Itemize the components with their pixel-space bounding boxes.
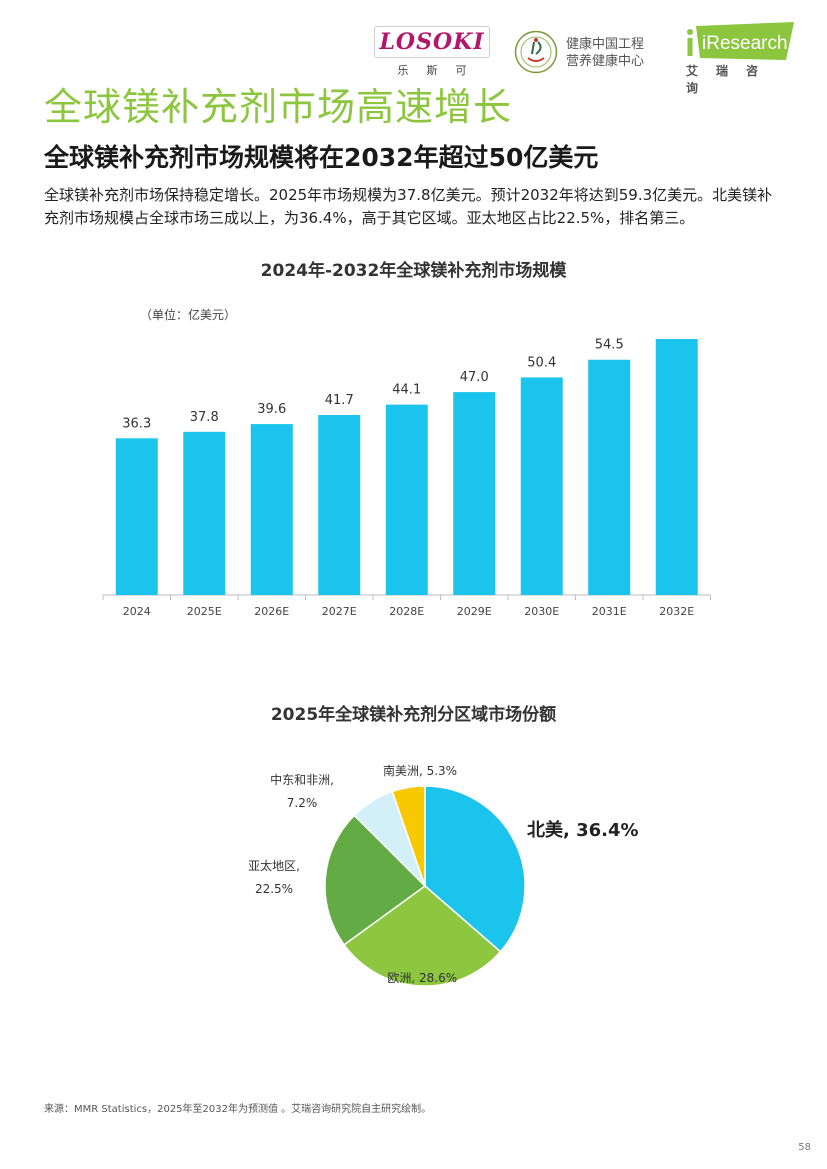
bar-value-label: 59.3 <box>662 330 691 332</box>
x-tick-label: 2032E <box>659 605 694 618</box>
pie-slice-south-america <box>391 785 426 887</box>
bar-2028E <box>385 404 428 595</box>
iresearch-logo: iResearch <box>687 22 794 60</box>
header-logos: LOSOKI 乐斯可 健康中国工程 营养健康中心 iResearch 艾瑞咨询 <box>370 22 810 95</box>
pie-slice-label: 22.5% <box>255 882 293 896</box>
bar-2024 <box>115 438 158 595</box>
pie-slice-label: 7.2% <box>287 796 318 810</box>
bar-value-label: 50.4 <box>527 355 556 370</box>
bar-value-label: 44.1 <box>392 383 421 398</box>
bar-2030E <box>520 377 563 595</box>
nutrition-center-name: 健康中国工程 营养健康中心 <box>566 36 644 70</box>
bar-chart-unit-label: （单位：亿美元） <box>140 308 237 322</box>
iresearch-logo-text: iResearch <box>702 33 788 54</box>
pie-slice-label: 中东和非洲, <box>270 772 334 787</box>
x-tick-label: 2030E <box>524 605 559 618</box>
page-title: 全球镁补充剂市场高速增长 <box>44 85 513 129</box>
bar-value-label: 41.7 <box>325 393 354 408</box>
bar-2026E <box>250 424 293 595</box>
losoki-chinese-name: 乐斯可 <box>397 64 485 77</box>
source-note: 来源：MMR Statistics，2025年至2032年为预测值 。艾瑞咨询研… <box>44 1104 432 1115</box>
pie-slice-asia-pacific <box>324 814 427 946</box>
pie-slice-label: 南美洲, 5.3% <box>383 763 457 778</box>
market-size-bar-chart: 36.3 2024 37.8 2025E 39.6 2026E 41.7 2027E 44.1 2… <box>102 330 711 618</box>
bar-value-label: 36.3 <box>122 416 151 431</box>
bar-2032E <box>655 339 698 595</box>
losoki-logo: LOSOKI <box>374 26 490 58</box>
iresearch-chinese-name: 艾瑞咨询 <box>686 64 777 95</box>
x-tick-label: 2029E <box>457 605 492 618</box>
bar-2029E <box>453 392 496 595</box>
pie-slice-europe <box>343 885 502 987</box>
x-tick-label: 2026E <box>254 605 289 618</box>
x-tick-label: 2024 <box>123 605 151 618</box>
bar-2031E <box>588 359 631 595</box>
page-subtitle: 全球镁补充剂市场规模将在2032年超过50亿美元 <box>44 143 599 172</box>
x-tick-label: 2028E <box>389 605 424 618</box>
bar-value-label: 47.0 <box>460 370 489 385</box>
regional-share-pie-chart: 北美, 36.4% 欧洲, 28.6% 亚太地区, 22.5% 中东和非洲, 7.2% 南美… <box>248 763 639 987</box>
pie-slice-label: 欧洲, 28.6% <box>387 971 457 985</box>
pie-slice-label: 亚太地区, <box>248 858 300 873</box>
pie-slice-north-america <box>424 785 526 953</box>
bar-2027E <box>318 414 361 595</box>
bar-value-label: 54.5 <box>595 338 624 353</box>
x-tick-label: 2027E <box>322 605 357 618</box>
pie-slice-label: 北美, 36.4% <box>527 819 639 841</box>
page-number: 58 <box>798 1142 811 1153</box>
x-tick-label: 2031E <box>592 605 627 618</box>
bar-2025E <box>183 431 226 595</box>
pie-chart-title: 2025年全球镁补充剂分区域市场份额 <box>270 705 557 725</box>
nutrition-center-seal-icon <box>514 30 558 74</box>
losoki-logo-text: LOSOKI <box>379 29 485 55</box>
bar-value-label: 39.6 <box>257 402 286 417</box>
center-name-line1: 健康中国工程 <box>566 37 645 52</box>
bar-chart-title: 2024年-2032年全球镁补充剂市场规模 <box>260 261 567 281</box>
center-name-line2: 营养健康中心 <box>566 54 645 69</box>
x-tick-label: 2025E <box>187 605 222 618</box>
bar-value-label: 37.8 <box>190 410 219 425</box>
summary-paragraph: 全球镁补充剂市场保持稳定增长。2025年市场规模为37.8亿美元。预计2032年… <box>44 186 773 227</box>
